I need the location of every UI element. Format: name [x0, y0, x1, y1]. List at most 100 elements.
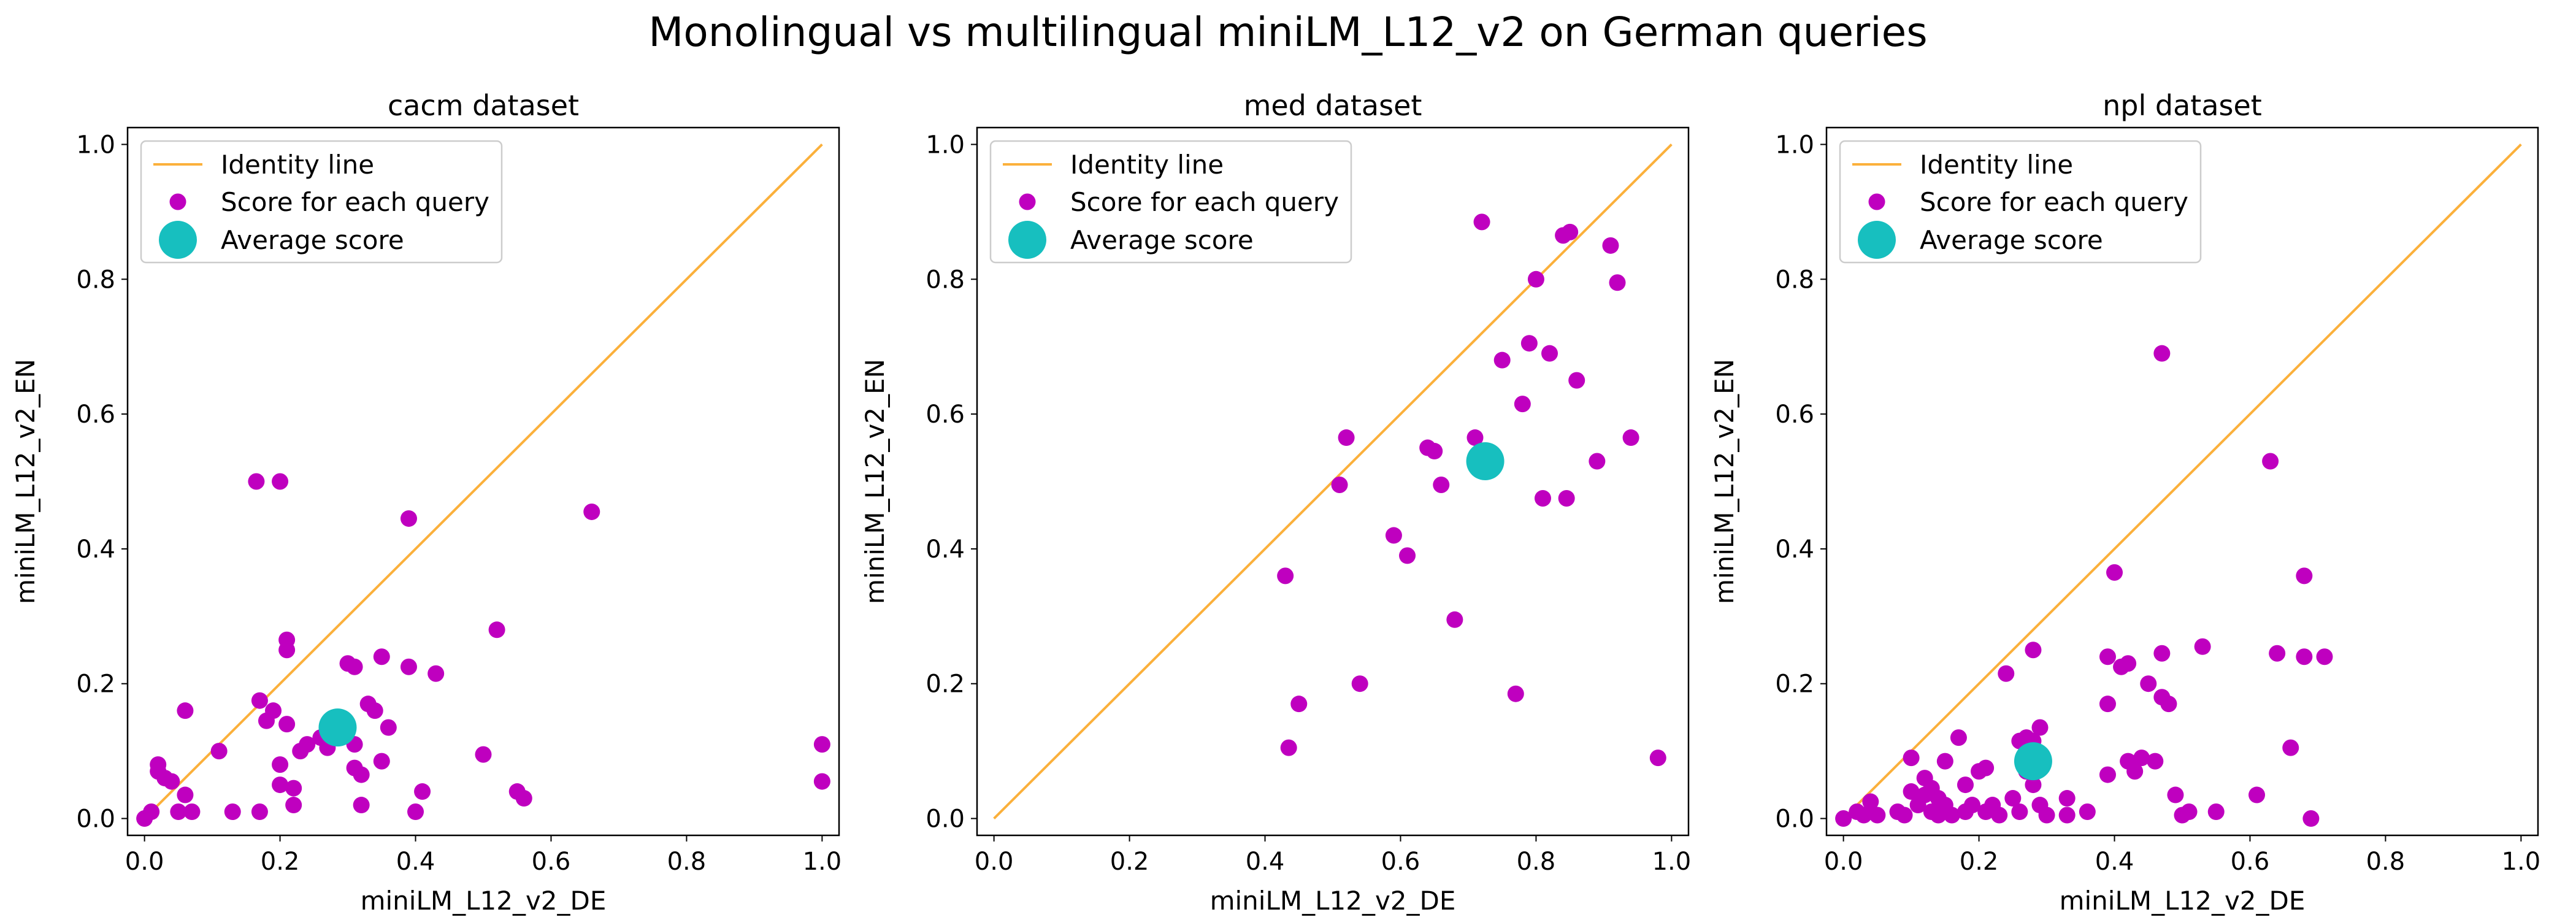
y-tick-label: 0.8 — [926, 266, 965, 294]
query-score-point — [1649, 749, 1666, 767]
plot-data — [1835, 144, 2522, 827]
query-score-point — [2207, 803, 2225, 821]
query-score-point — [2079, 803, 2096, 821]
query-score-point — [1426, 443, 1443, 460]
query-score-point — [1602, 237, 1619, 254]
x-tick-label: 0.2 — [261, 848, 300, 876]
query-score-point — [1534, 489, 1551, 507]
y-tick-label: 0.4 — [926, 535, 965, 564]
query-score-point — [2058, 790, 2076, 807]
x-axis-label: miniLM_L12_v2_DE — [361, 886, 607, 916]
y-tick-label: 1.0 — [76, 131, 115, 159]
query-score-point — [813, 736, 830, 753]
x-tick-label: 0.4 — [2095, 848, 2134, 876]
query-score-point — [2302, 810, 2320, 827]
legend: Identity line Score for each query Average… — [989, 140, 1352, 264]
query-score-point — [1622, 429, 1639, 447]
query-score-point — [583, 503, 600, 520]
x-tick-label: 0.6 — [1381, 848, 1420, 876]
query-score-point — [1977, 759, 1995, 776]
legend-average-swatch — [1008, 221, 1046, 259]
query-score-point — [1568, 372, 1585, 389]
query-score-point — [163, 773, 180, 790]
panel-title: cacm dataset — [388, 89, 579, 122]
query-score-point — [1957, 776, 1974, 794]
query-score-point — [400, 510, 417, 527]
query-score-point — [346, 658, 363, 675]
legend-average-swatch — [159, 221, 197, 259]
query-score-point — [2248, 786, 2266, 803]
average-score-point — [1466, 442, 1505, 481]
query-score-point — [2167, 786, 2184, 803]
axes-frame — [976, 126, 1690, 837]
query-score-point — [1964, 797, 1981, 814]
y-tick-label: 1.0 — [926, 131, 965, 159]
y-tick-label: 0.2 — [1775, 670, 1814, 699]
query-score-point — [407, 803, 424, 821]
query-score-point — [170, 803, 187, 821]
query-score-point — [1541, 345, 1558, 362]
query-score-point — [2099, 766, 2116, 783]
query-score-point — [1903, 749, 1920, 767]
average-score-point — [2014, 742, 2052, 781]
query-score-point — [272, 776, 289, 794]
query-score-point — [1562, 223, 1579, 240]
legend-box — [140, 140, 503, 264]
legend: Identity line Score for each query Average… — [140, 140, 503, 264]
query-score-point — [1473, 213, 1490, 231]
legend-query-swatch — [1019, 193, 1036, 210]
legend-entry-label: Average score — [1920, 225, 2103, 255]
query-score-point — [272, 473, 289, 490]
x-tick-label: 0.0 — [975, 848, 1014, 876]
x-tick-label: 0.8 — [2366, 848, 2405, 876]
query-score-point — [1351, 675, 1368, 692]
y-tick-label: 0.0 — [76, 805, 115, 834]
query-score-point — [2126, 763, 2144, 780]
chart-panel-3: npl dataset miniLM_L12_v2_DE miniLM_L12_v2… — [1709, 89, 2540, 916]
x-axis-label: miniLM_L12_v2_DE — [1210, 886, 1456, 916]
legend-entry-label: Average score — [221, 225, 404, 255]
legend-entry-label: Identity line — [1920, 150, 2073, 180]
legend-entry-label: Score for each query — [1920, 187, 2188, 217]
x-tick-label: 0.2 — [1960, 848, 1999, 876]
x-axis-label: miniLM_L12_v2_DE — [2060, 886, 2306, 916]
query-score-point — [251, 803, 268, 821]
query-score-point — [400, 658, 417, 675]
y-tick-label: 1.0 — [1775, 131, 1814, 159]
axes-frame — [126, 126, 840, 837]
query-score-point — [1331, 476, 1348, 493]
y-tick-label: 0.0 — [1775, 805, 1814, 834]
query-score-point — [488, 621, 505, 638]
query-score-point — [177, 702, 194, 719]
query-score-point — [2180, 803, 2198, 821]
y-axis-label: miniLM_L12_v2_EN — [10, 359, 40, 604]
query-score-point — [2316, 648, 2333, 665]
legend: Identity line Score for each query Average… — [1839, 140, 2202, 264]
query-score-point — [2038, 807, 2055, 824]
query-score-point — [813, 773, 830, 790]
query-score-point — [143, 803, 160, 821]
query-score-point — [2058, 807, 2076, 824]
query-score-point — [373, 648, 390, 665]
query-score-point — [475, 746, 492, 763]
query-score-point — [373, 753, 390, 770]
query-score-point — [2296, 648, 2313, 665]
legend-entry-label: Average score — [1070, 225, 1254, 255]
query-score-point — [414, 783, 431, 800]
query-score-point — [427, 665, 445, 682]
query-score-point — [278, 631, 296, 648]
query-score-point — [1609, 274, 1626, 291]
query-score-point — [2160, 696, 2177, 713]
query-score-point — [1280, 739, 1297, 756]
y-tick-label: 0.2 — [76, 670, 115, 699]
query-score-point — [380, 719, 397, 736]
query-score-point — [2120, 655, 2137, 672]
legend-box — [989, 140, 1352, 264]
y-tick-label: 0.2 — [926, 670, 965, 699]
plot-data — [136, 144, 830, 827]
query-score-point — [1385, 527, 1402, 544]
axes-frame — [1825, 126, 2539, 837]
query-score-point — [1338, 429, 1355, 447]
query-score-point — [2153, 645, 2171, 662]
